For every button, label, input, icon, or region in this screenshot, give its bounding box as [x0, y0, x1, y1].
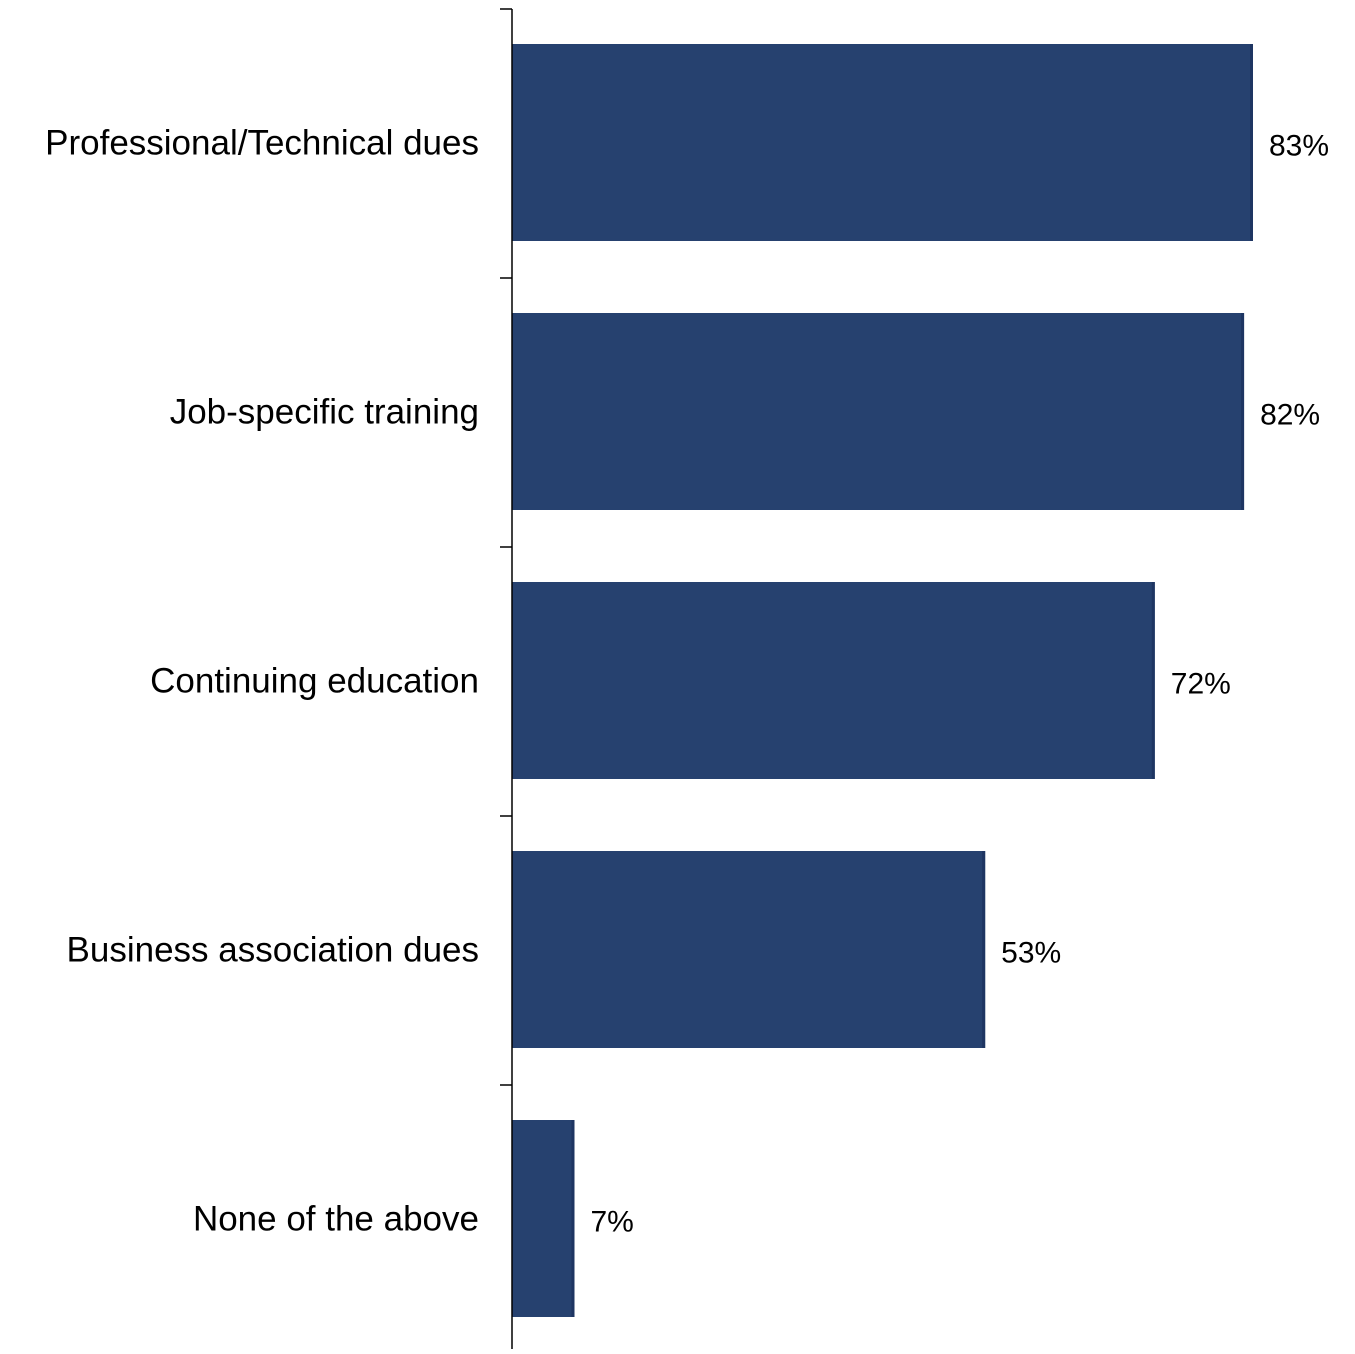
bar — [512, 851, 986, 1048]
bar-edge — [1250, 44, 1253, 241]
bar-edge — [1151, 582, 1155, 779]
bars-layer — [512, 44, 1253, 1317]
bar — [512, 313, 1245, 510]
category-label: Business association dues — [67, 931, 479, 970]
category-label: Continuing education — [150, 662, 479, 701]
bar — [512, 582, 1155, 779]
bar — [512, 1120, 575, 1317]
bar-edge — [571, 1120, 575, 1317]
bar-edge — [982, 851, 986, 1048]
data-label: 53% — [1001, 937, 1061, 970]
data-label: 7% — [590, 1206, 633, 1239]
data-label: 83% — [1269, 130, 1329, 163]
category-label: Job-specific training — [170, 393, 479, 432]
bar-edge — [1241, 313, 1245, 510]
labels-layer: Professional/Technical dues 83% Job-specif… — [45, 124, 1329, 1239]
bar — [512, 44, 1253, 241]
data-label: 82% — [1260, 399, 1320, 432]
category-label: None of the above — [193, 1200, 479, 1239]
data-label: 72% — [1171, 668, 1231, 701]
y-axis — [500, 8, 513, 1349]
category-label: Professional/Technical dues — [45, 124, 479, 163]
